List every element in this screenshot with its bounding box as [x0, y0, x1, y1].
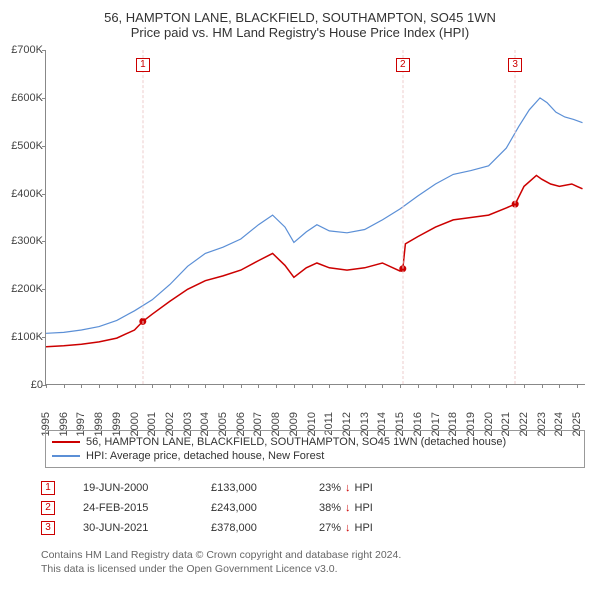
event-row: 2 24-FEB-2015 £243,000 38%↓HPI: [41, 498, 589, 518]
down-arrow-icon: ↓: [345, 482, 351, 494]
event-price: £133,000: [211, 482, 291, 494]
event-marker-box: 3: [508, 58, 522, 72]
event-marker-box: 2: [396, 58, 410, 72]
event-diff: 23%↓HPI: [319, 482, 373, 494]
event-date: 24-FEB-2015: [83, 502, 183, 514]
y-tick-label: £100K: [1, 331, 43, 343]
event-marker-box: 1: [136, 58, 150, 72]
chart-title-sub: Price paid vs. HM Land Registry's House …: [0, 25, 600, 40]
event-date: 19-JUN-2000: [83, 482, 183, 494]
legend-swatch-hpi: [52, 455, 80, 457]
chart-svg: [46, 50, 586, 385]
legend: 56, HAMPTON LANE, BLACKFIELD, SOUTHAMPTO…: [45, 430, 585, 468]
event-diff: 27%↓HPI: [319, 522, 373, 534]
y-tick-label: £500K: [1, 140, 43, 152]
footer-line2: This data is licensed under the Open Gov…: [41, 562, 589, 576]
y-tick-label: £0: [1, 379, 43, 391]
y-tick-label: £700K: [1, 44, 43, 56]
y-tick-label: £400K: [1, 188, 43, 200]
legend-swatch-property: [52, 441, 80, 443]
event-num-box: 2: [41, 501, 55, 515]
chart-area: £0£100K£200K£300K£400K£500K£600K£700K199…: [45, 50, 585, 385]
y-tick-label: £200K: [1, 283, 43, 295]
legend-label-property: 56, HAMPTON LANE, BLACKFIELD, SOUTHAMPTO…: [86, 436, 506, 448]
event-vline: [515, 50, 516, 384]
event-num-box: 3: [41, 521, 55, 535]
legend-row-property: 56, HAMPTON LANE, BLACKFIELD, SOUTHAMPTO…: [52, 435, 578, 449]
legend-label-hpi: HPI: Average price, detached house, New …: [86, 450, 324, 462]
footer: Contains HM Land Registry data © Crown c…: [41, 548, 589, 576]
chart-title-block: 56, HAMPTON LANE, BLACKFIELD, SOUTHAMPTO…: [0, 0, 600, 48]
chart-title-main: 56, HAMPTON LANE, BLACKFIELD, SOUTHAMPTO…: [0, 10, 600, 25]
event-vline: [402, 50, 403, 384]
event-vline: [142, 50, 143, 384]
event-row: 3 30-JUN-2021 £378,000 27%↓HPI: [41, 518, 589, 538]
series-line-hpi: [46, 98, 583, 333]
down-arrow-icon: ↓: [345, 502, 351, 514]
events-table: 1 19-JUN-2000 £133,000 23%↓HPI 2 24-FEB-2015 £…: [41, 478, 589, 538]
footer-line1: Contains HM Land Registry data © Crown c…: [41, 548, 589, 562]
plot-region: £0£100K£200K£300K£400K£500K£600K£700K199…: [45, 50, 585, 385]
series-line-property: [46, 175, 583, 346]
event-price: £243,000: [211, 502, 291, 514]
event-num-box: 1: [41, 481, 55, 495]
event-price: £378,000: [211, 522, 291, 534]
y-tick-label: £300K: [1, 235, 43, 247]
y-tick-label: £600K: [1, 92, 43, 104]
event-diff: 38%↓HPI: [319, 502, 373, 514]
legend-row-hpi: HPI: Average price, detached house, New …: [52, 449, 578, 463]
event-row: 1 19-JUN-2000 £133,000 23%↓HPI: [41, 478, 589, 498]
down-arrow-icon: ↓: [345, 522, 351, 534]
event-date: 30-JUN-2021: [83, 522, 183, 534]
